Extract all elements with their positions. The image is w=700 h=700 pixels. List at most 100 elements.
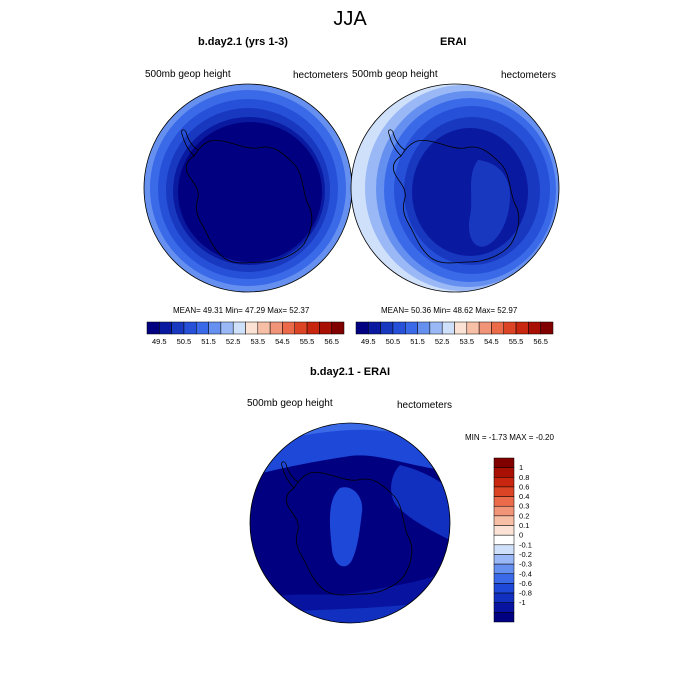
colorbar-tick-label: -0.3 [519, 560, 532, 569]
colorbar-swatch [159, 321, 172, 335]
colorbar-swatch [493, 486, 515, 497]
colorbar-swatch [493, 612, 515, 623]
colorbar-swatch [417, 321, 431, 335]
panel-2-map [351, 84, 559, 292]
colorbar-tick-label: -0.8 [519, 589, 532, 598]
panel-2-units-label: hectometers [501, 70, 557, 81]
panel-2-stats: MEAN= 50.36 Min= 48.62 Max= 52.97 [381, 306, 518, 315]
colorbar-tick-label: 50.5 [177, 337, 192, 346]
panel-3-units-label: hectometers [397, 400, 453, 411]
panel-1-units-label: hectometers [293, 70, 349, 81]
colorbar-tick-label: 54.5 [275, 337, 290, 346]
colorbar-tick-label: 0.4 [519, 492, 529, 501]
colorbar-swatch [257, 321, 271, 335]
colorbar-swatch [319, 321, 332, 335]
colorbar-swatch [493, 467, 515, 478]
panel-2-map-border [350, 83, 560, 293]
colorbar-swatch [220, 321, 234, 335]
colorbar-swatch [515, 321, 529, 335]
colorbar-tick-label: 55.5 [300, 337, 315, 346]
colorbar-tick-label: 55.5 [509, 337, 524, 346]
colorbar-tick-label: 52.5 [435, 337, 450, 346]
panel-1-stats: MEAN= 49.31 Min= 47.29 Max= 52.37 [173, 306, 310, 315]
colorbar-swatch [196, 321, 209, 335]
panel-3-map-border [249, 422, 451, 624]
colorbar-tick-label: 0.6 [519, 482, 529, 491]
colorbar-tick-label: 0.3 [519, 502, 529, 511]
colorbar-tick-label: -1 [519, 598, 526, 607]
colorbar-swatch [454, 321, 468, 335]
panel-1-variable-label: 500mb geop height [145, 69, 231, 80]
page-title: JJA [333, 8, 367, 30]
colorbar-tick-label: -0.6 [519, 579, 532, 588]
colorbar-swatch [493, 573, 515, 584]
colorbar-tick-label: 53.5 [251, 337, 266, 346]
colorbar-swatch [493, 583, 515, 594]
colorbar-swatch [493, 525, 515, 536]
colorbar-swatch [232, 321, 246, 335]
colorbar-swatch [493, 496, 515, 507]
panel-1-map [144, 84, 352, 292]
colorbar-swatch [466, 321, 480, 335]
panel-1-colorbar: 49.5 50.5 51.5 52.5 53.5 54.5 55.5 56.5 [146, 321, 345, 346]
colorbar-swatch [493, 592, 515, 603]
colorbar-swatch [294, 321, 308, 335]
colorbar-swatch [503, 321, 517, 335]
colorbar-tick-label: 54.5 [484, 337, 499, 346]
panel-2-variable-label: 500mb geop height [352, 69, 438, 80]
panel-1-title: b.day2.1 (yrs 1-3) [198, 36, 288, 48]
panel-3-map [250, 423, 450, 623]
colorbar-tick-label: 49.5 [152, 337, 167, 346]
colorbar-tick-label: 51.5 [410, 337, 425, 346]
panel-3-title: b.day2.1 - ERAI [310, 366, 391, 378]
colorbar-swatch [540, 321, 554, 335]
colorbar-swatch [392, 321, 406, 335]
colorbar-swatch [405, 321, 418, 335]
colorbar-swatch [493, 602, 515, 613]
colorbar-tick-label: -0.2 [519, 550, 532, 559]
colorbar-tick-label: 49.5 [361, 337, 376, 346]
panel-3-colorbar: 10.80.60.40.30.20.10-0.1-0.2-0.3-0.4-0.6… [493, 457, 532, 623]
panel-2-title: ERAI [440, 36, 467, 48]
colorbar-tick-label: -0.1 [519, 540, 532, 549]
colorbar-tick-label: 0 [519, 531, 523, 540]
colorbar-swatch [493, 515, 515, 526]
colorbar-swatch [245, 321, 259, 335]
colorbar-swatch [380, 321, 394, 335]
colorbar-swatch [493, 505, 515, 517]
colorbar-swatch [528, 321, 541, 335]
colorbar-swatch [368, 321, 381, 335]
colorbar-swatch [171, 321, 185, 335]
panel-2-colorbar: 49.5 50.5 51.5 52.5 53.5 54.5 55.5 56.5 [355, 321, 554, 346]
colorbar-swatch [355, 321, 369, 335]
colorbar-swatch [282, 321, 295, 335]
colorbar-swatch [493, 534, 515, 546]
colorbar-swatch [429, 321, 443, 335]
colorbar-tick-label: 50.5 [386, 337, 401, 346]
colorbar-tick-label: 51.5 [201, 337, 216, 346]
colorbar-swatch [269, 321, 283, 335]
colorbar-swatch [493, 457, 515, 468]
colorbar-swatch [493, 544, 515, 555]
colorbar-swatch [493, 554, 515, 565]
colorbar-tick-label: 0.2 [519, 511, 529, 520]
colorbar-swatch [208, 321, 222, 335]
colorbar-swatch [306, 321, 320, 335]
colorbar-swatch [183, 321, 197, 335]
colorbar-tick-label: 56.5 [324, 337, 339, 346]
colorbar-swatch [146, 321, 160, 335]
colorbar-swatch [331, 321, 345, 335]
colorbar-swatch [493, 477, 515, 488]
colorbar-tick-label: 0.1 [519, 521, 529, 530]
colorbar-tick-label: 56.5 [533, 337, 548, 346]
colorbar-tick-label: 53.5 [460, 337, 475, 346]
colorbar-tick-label: 52.5 [226, 337, 241, 346]
colorbar-tick-label: 0.8 [519, 473, 529, 482]
colorbar-swatch [493, 563, 515, 575]
colorbar-tick-label: -0.4 [519, 569, 532, 578]
panel-3-variable-label: 500mb geop height [247, 398, 333, 409]
colorbar-swatch [478, 321, 492, 335]
colorbar-swatch [441, 321, 455, 335]
panel-3-stats: MIN = -1.73 MAX = -0.20 [465, 433, 554, 442]
